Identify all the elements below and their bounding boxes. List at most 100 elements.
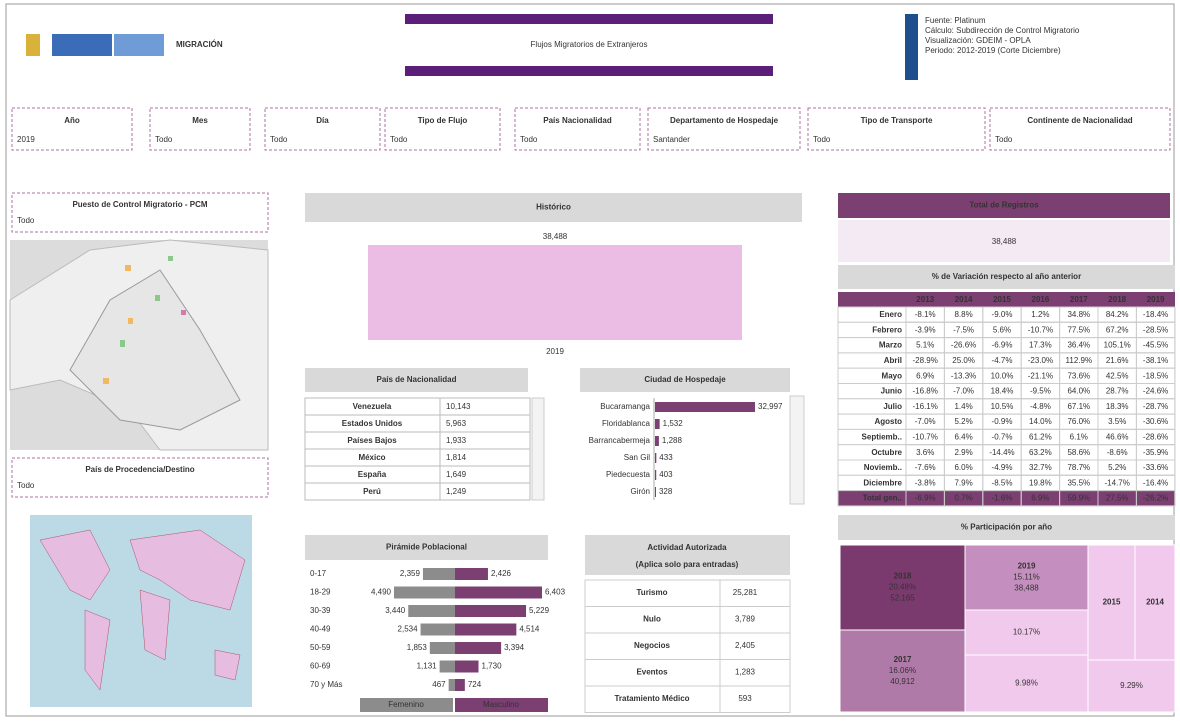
y-tick-label: Barrancabermeja [589,436,651,445]
table-cell: 25.0% [952,356,975,365]
table-header [838,292,1175,307]
filter-value: Todo [17,481,35,490]
column-header: 2014 [955,295,973,304]
bar [655,436,659,446]
table-cell: -7.0% [953,387,974,396]
map-point [168,256,173,261]
filter-box [647,107,801,151]
table-cell: -3.9% [915,325,936,334]
y-tick-label: San Gil [624,453,650,462]
table-cell: 6.0% [954,463,972,472]
table-cell: -13.3% [951,371,976,380]
table-cell: -16.1% [913,402,938,411]
table-cell: 67.2% [1106,325,1129,334]
section-header [305,535,548,560]
table-cell: -8.6% [1107,448,1128,457]
table-cell: -7.5% [953,325,974,334]
table-cell-bg [1135,490,1176,507]
info-line: Periodo: 2012-2019 (Corte Diciembre) [925,46,1061,55]
filter-label: Puesto de Control Migratorio - PCM [72,200,207,209]
table-cell: -45.5% [1143,341,1168,350]
filter-box [11,107,133,151]
table-cell: 67.1% [1067,402,1090,411]
table-cell: Turismo [637,588,668,597]
table-row [304,414,531,433]
y-tick-label: Piedecuesta [606,470,651,479]
kpi-box [838,220,1170,262]
treemap-pct: 20.48% [889,583,916,592]
table-cell: Venezuela [353,402,392,411]
row-header: Noviemb.. [864,463,902,472]
filter-value: Todo [813,135,831,144]
table-cell: -30.6% [1143,417,1168,426]
y-tick-label: 18-29 [310,588,331,597]
table-cell: 1,814 [446,453,467,462]
table-cell: -10.7% [1028,325,1053,334]
section-header [305,193,802,222]
value-label: 1,532 [663,419,684,428]
table-cell: Negocios [634,641,671,650]
bar [455,660,479,673]
column-header: 2016 [1032,295,1050,304]
table-cell: -16.8% [913,387,938,396]
table-cell: 84.2% [1106,310,1129,319]
table-cell: 28.7% [1106,387,1129,396]
y-tick-label: 40-49 [310,625,331,634]
filter-label: Año [64,116,80,125]
table-cell: 593 [738,694,752,703]
value-label: 32,997 [758,402,783,411]
treemap-cell [1087,659,1176,713]
table-cell: 3.5% [1108,417,1126,426]
table-cell: -7.0% [915,417,936,426]
x-tick-label: 2019 [546,347,564,356]
filter-label: Tipo de Flujo [418,116,468,125]
table-cell: 17.3% [1029,341,1052,350]
bar [655,487,656,497]
table-cell: -14.7% [1105,478,1130,487]
info-line: Cálculo: Subdirección de Control Migrato… [925,26,1080,35]
table-cell: -28.7% [1143,402,1168,411]
table-cell: -28.5% [1143,325,1168,334]
row-header: Septiemb.. [862,433,902,442]
table-cell: Nulo [643,615,661,624]
table-row [584,685,791,713]
table-cell: 8.8% [954,310,972,319]
value-label: 1,853 [407,643,428,652]
table-cell: -18.4% [1143,310,1168,319]
table-cell: -3.8% [915,478,936,487]
y-tick-label: 30-39 [310,606,331,615]
brand: MIGRACIÓN [176,40,223,49]
treemap-label: 2019 [1018,562,1036,571]
bar [655,453,657,463]
table-cell: 76.0% [1067,417,1090,426]
table-cell: 42.5% [1106,371,1129,380]
value-label: 2,359 [400,569,421,578]
bar [422,568,455,580]
row-header: Abril [884,356,902,365]
map-point [120,340,125,347]
table-cell: -0.9% [992,417,1013,426]
map-country [69,269,241,431]
bar [448,679,455,691]
section-title: Ciudad de Hospedaje [644,375,726,384]
table-cell: 46.6% [1106,433,1129,442]
value-label: 467 [432,680,446,689]
table-cell: 1,933 [446,436,467,445]
table-cell: 1.4% [954,402,972,411]
table-cell: -21.1% [1028,371,1053,380]
treemap-label: 2014 [1146,598,1164,607]
filter-value: Santander [653,135,690,144]
treemap-cell [964,544,1089,611]
treemap-cell [1087,544,1136,661]
table-cell: -7.6% [915,463,936,472]
table-cell: 59.9% [1067,494,1090,503]
table-row [304,482,531,501]
row-header: Febrero [872,325,902,334]
section-title: Pirámide Poblacional [386,543,467,552]
table-cell: Estados Unidos [342,419,403,428]
scrollbar [531,397,545,501]
bar [455,605,527,617]
table-cell: 10.0% [991,371,1014,380]
table-cell: -8.1% [915,310,936,319]
info-bar [905,14,918,80]
